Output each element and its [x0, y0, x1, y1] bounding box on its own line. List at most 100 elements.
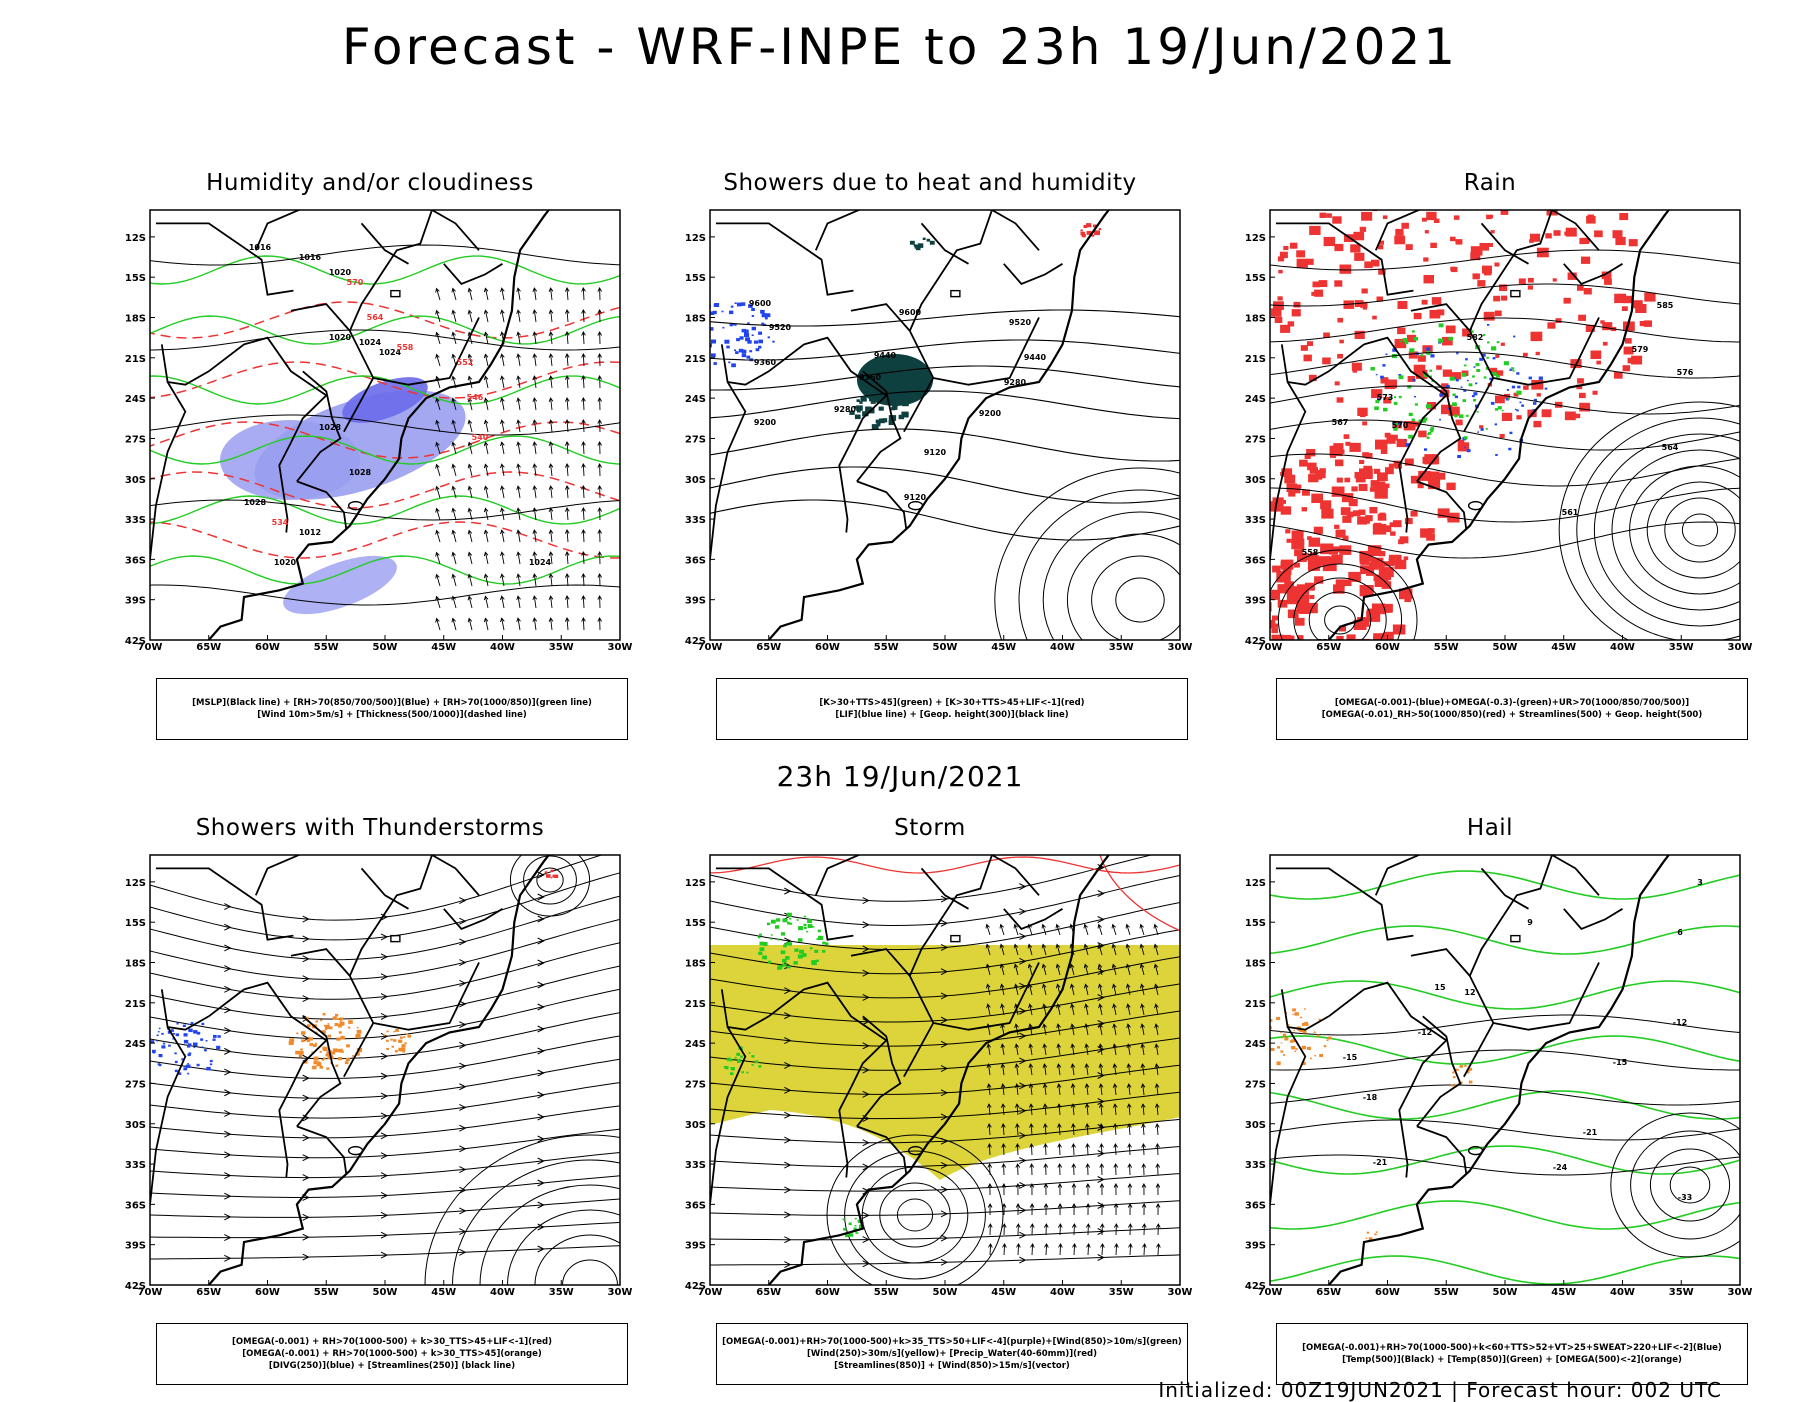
lat-tick-label: 21S [685, 354, 706, 365]
showers-cell [872, 424, 879, 429]
contour-label: 552 [457, 358, 474, 367]
omega-500-orange [1306, 1024, 1309, 1026]
lon-tick-label: 40W [1050, 1287, 1075, 1298]
rain-area-red [1623, 296, 1632, 303]
contour-label: 558 [397, 343, 414, 352]
rain-area-red [1556, 202, 1562, 207]
rain-area-red [1337, 397, 1344, 402]
lat-tick-label: 21S [1245, 999, 1266, 1010]
rain-area-red [1272, 566, 1281, 573]
lat-tick-label: 33S [1245, 515, 1266, 526]
panel-legend: [OMEGA(-0.001)+RH>70(1000-500)+k>35_TTS>… [716, 1323, 1188, 1385]
panel-legend: [K>30+TTS>45](green) + [K>30+TTS>45+LIF<… [716, 678, 1188, 740]
rain-area-red [1319, 280, 1328, 287]
lat-tick-label: 36S [125, 1200, 146, 1211]
divergence-cell [168, 1045, 171, 1047]
lon-tick-label: 30W [1728, 642, 1753, 653]
rain-area-red [1310, 467, 1318, 474]
lat-tick-label: 27S [1245, 434, 1266, 445]
thunderstorm-area [352, 1055, 354, 1057]
wind-850-green [746, 1072, 748, 1074]
rain-area-red [1374, 523, 1382, 529]
contour-label: -15 [1613, 1058, 1628, 1067]
divergence-cell [216, 1046, 220, 1049]
lif-cell [742, 329, 746, 333]
rain-area-red [1326, 213, 1332, 218]
omega-500-orange [1464, 1065, 1466, 1067]
rain-area-red [1477, 280, 1485, 287]
rain-area-red [1500, 434, 1505, 438]
omega-blue [1376, 374, 1378, 375]
lat-tick-label: 27S [685, 434, 706, 445]
contour-label: 9120 [924, 448, 947, 457]
rain-area-red [1353, 510, 1361, 516]
rain-area-red [1353, 369, 1357, 373]
rain-area-red [1271, 628, 1278, 633]
rain-area-red [1426, 534, 1435, 541]
lif-cell [699, 339, 703, 342]
legend-line: [OMEGA(-0.001) + RH>70(1000-500) + k>30_… [232, 1336, 552, 1348]
lat-tick-label: 36S [685, 1200, 706, 1211]
thunderstorm-area [332, 1052, 336, 1055]
contour-label: 6 [1677, 928, 1683, 937]
panel-title: Rain [1230, 170, 1750, 196]
divergence-cell [159, 1028, 161, 1029]
lon-tick-label: 45W [431, 642, 456, 653]
lon-tick-label: 50W [1493, 642, 1518, 653]
showers-cell [888, 387, 891, 390]
thunderstorm-area [346, 1044, 350, 1047]
wind-850-green [813, 926, 815, 928]
rain-area-red [1508, 196, 1518, 204]
rain-area-red [1359, 460, 1364, 464]
rain-area-red [1593, 391, 1598, 395]
divergence-cell [185, 1065, 187, 1067]
rain-area-red [1334, 280, 1342, 286]
showers-cell [927, 239, 931, 242]
lif-cell [758, 346, 761, 349]
divergence-cell [204, 1049, 207, 1051]
thunderstorm-area [296, 1033, 298, 1035]
omega-green [1415, 403, 1418, 405]
omega-green [1426, 404, 1431, 408]
lif-cell [726, 346, 730, 349]
rain-area-red [1422, 300, 1428, 305]
divergence-cell [218, 1035, 221, 1038]
omega-green [1508, 398, 1510, 400]
panel-legend: [OMEGA(-0.001)-(blue)+OMEGA(-0.3)-(green… [1276, 678, 1748, 740]
rain-area-red [1437, 473, 1446, 480]
contour-label: 540 [472, 433, 489, 442]
rain-area-red [1275, 317, 1283, 323]
legend-line: [K>30+TTS>45](green) + [K>30+TTS>45+LIF<… [819, 697, 1084, 709]
rain-area-red [1502, 413, 1512, 421]
lif-cell [752, 327, 756, 331]
omega-green [1484, 376, 1487, 378]
rain-area-red [1565, 412, 1576, 421]
thunderstorm-area [314, 1061, 318, 1064]
divergence-cell [197, 1064, 200, 1066]
omega-green [1409, 348, 1414, 352]
contour-label: 1024 [529, 558, 552, 567]
wind-850-green [731, 1067, 735, 1070]
showers-cell-red [1080, 230, 1082, 232]
map-background [1270, 855, 1740, 1285]
rain-area-red [1385, 381, 1396, 390]
omega-green [1476, 369, 1480, 372]
lon-tick-label: 65W [196, 642, 221, 653]
wind-850-green [793, 961, 797, 965]
contour-label: 570 [347, 278, 364, 287]
contour-label: 9200 [754, 418, 777, 427]
lif-cell [765, 317, 768, 319]
rain-area-red [1564, 298, 1571, 304]
map-background [710, 210, 1180, 640]
omega-green [1459, 414, 1464, 418]
thunderstorm-area [398, 1040, 402, 1043]
wind-850-green [789, 918, 791, 920]
lon-tick-label: 45W [991, 1287, 1016, 1298]
thunderstorm-area [335, 1023, 339, 1026]
contour-label: 564 [367, 313, 384, 322]
wind-850-green [724, 1066, 726, 1068]
rain-area-red [1278, 296, 1283, 300]
divergence-cell [184, 1040, 188, 1044]
lon-tick-label: 50W [1493, 1287, 1518, 1298]
contour-label: 546 [467, 393, 484, 402]
